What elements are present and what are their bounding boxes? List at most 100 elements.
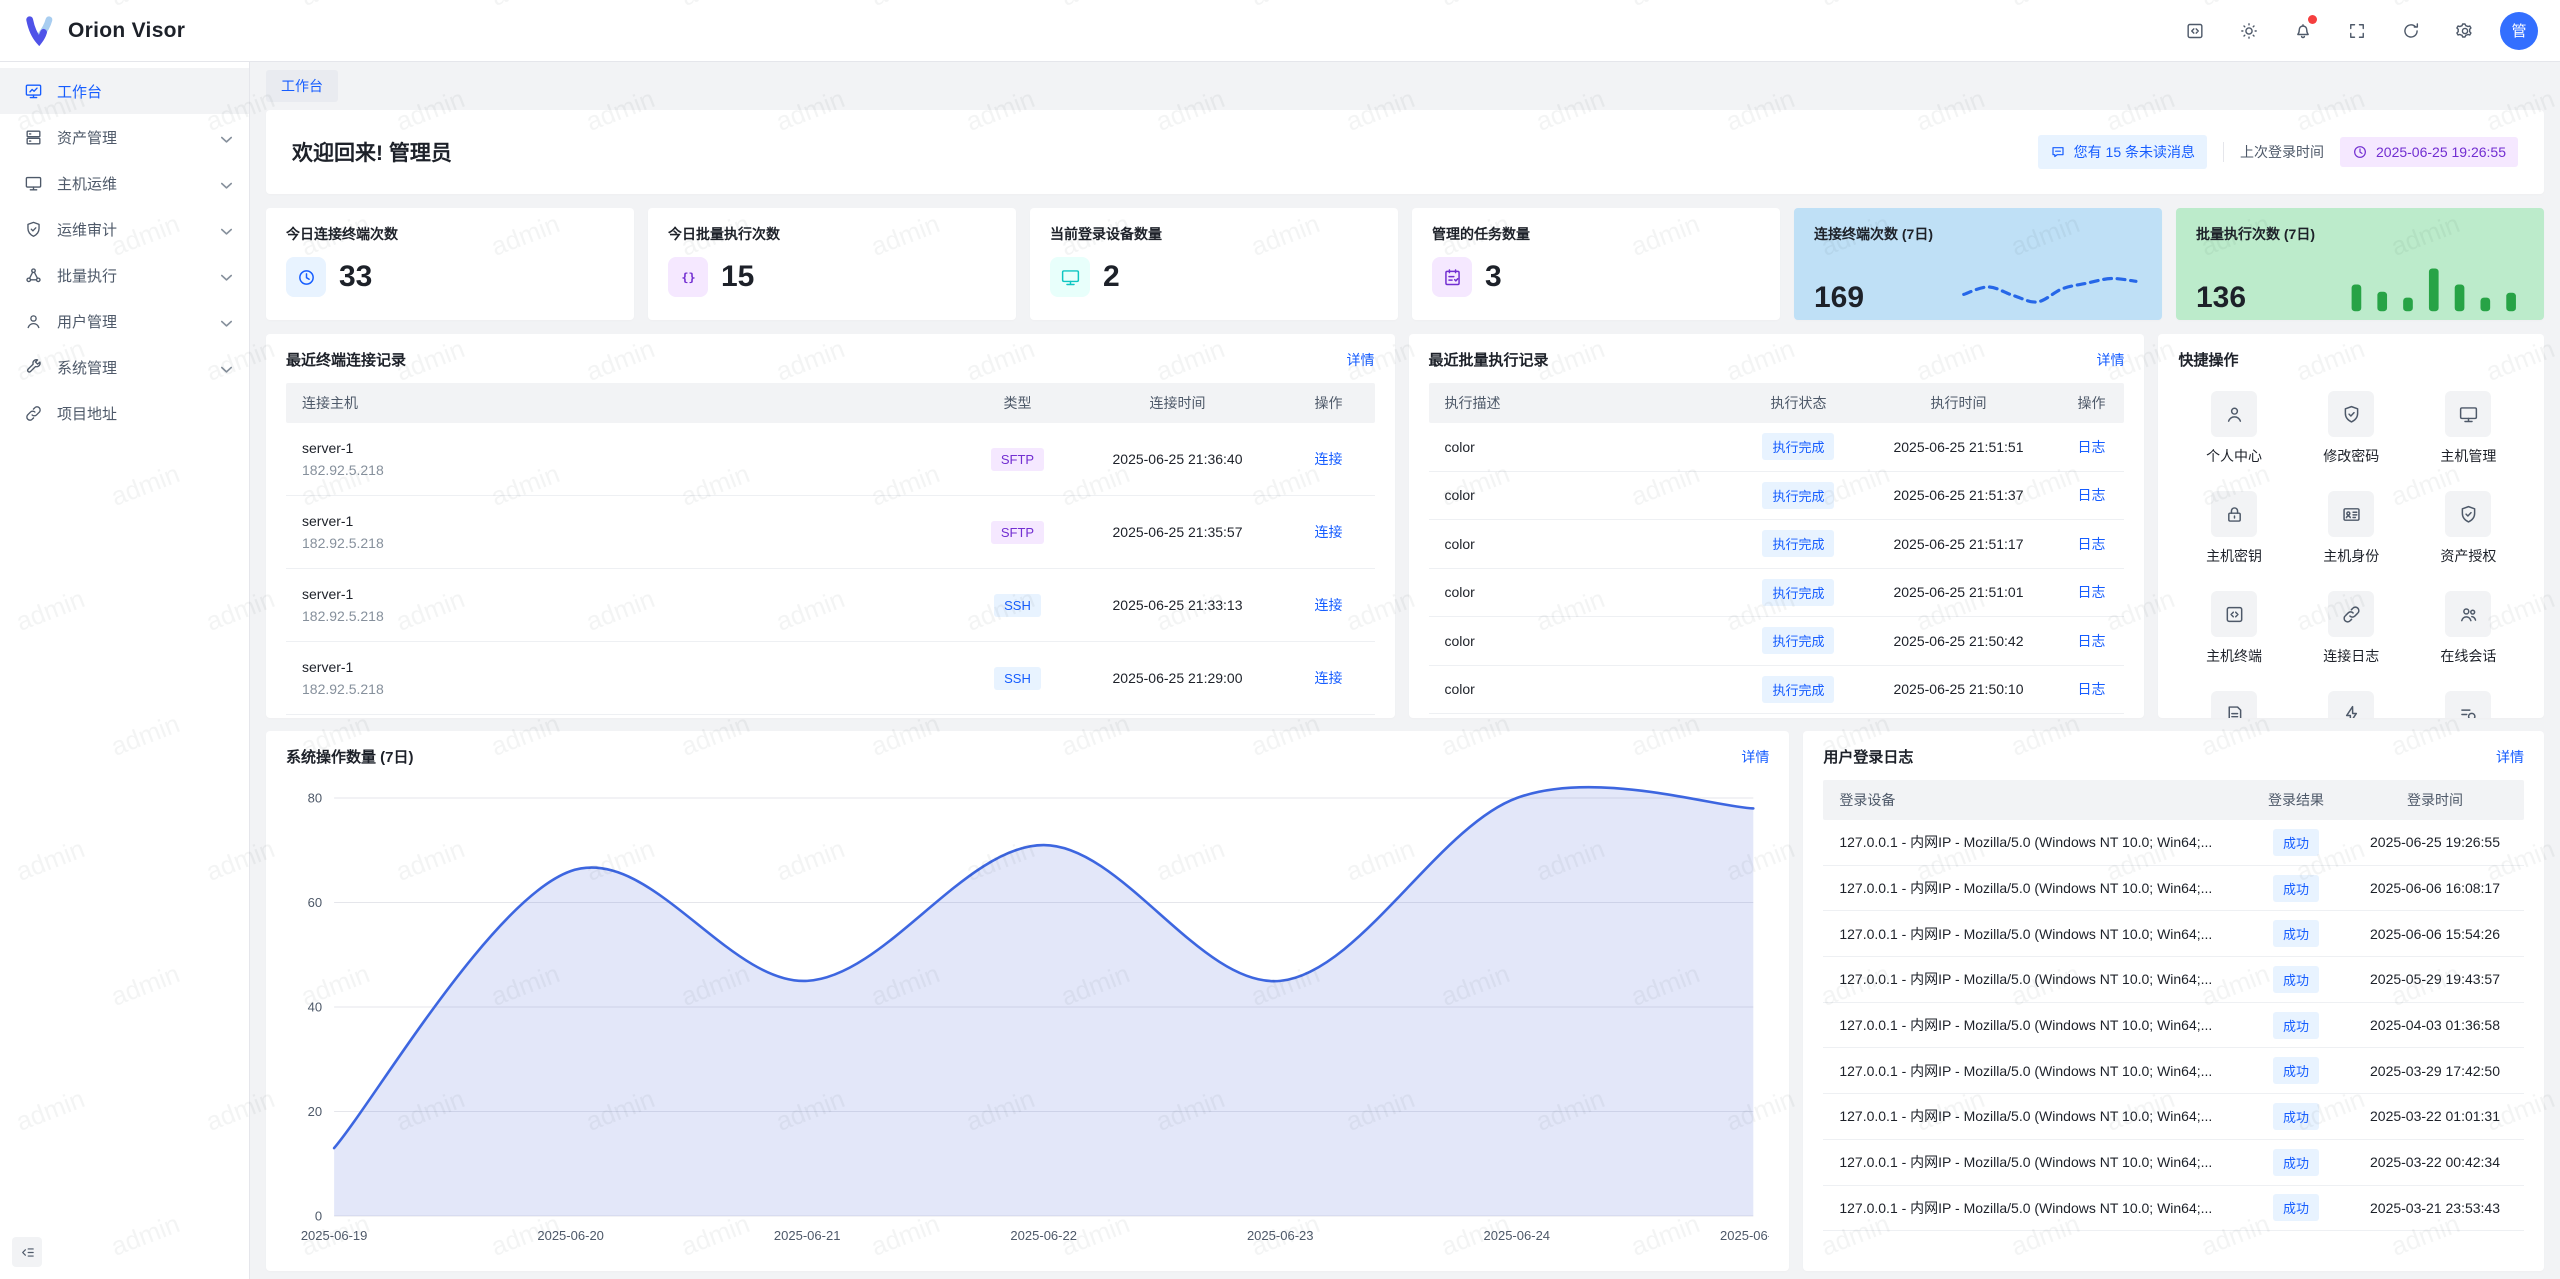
log-link[interactable]: 日志	[2077, 439, 2105, 455]
batch-records-detail-link[interactable]: 详情	[2096, 350, 2124, 370]
type-badge: SFTP	[991, 448, 1044, 471]
sidebar-item-资产管理[interactable]: 资产管理	[0, 114, 249, 160]
log-link[interactable]: 日志	[2077, 633, 2105, 649]
exec-status-badge: 执行完成	[1762, 433, 1834, 460]
sidebar-item-工作台[interactable]: 工作台	[0, 68, 249, 114]
system-operations-chart-panel: 系统操作数量 (7日) 详情 0204060802025-06-192025-0…	[266, 731, 1789, 1271]
batch-row: color执行完成2025-06-25 21:51:37日志	[1429, 472, 2125, 521]
connect-link[interactable]: 连接	[1315, 524, 1343, 540]
login-table-body: 127.0.0.1 - 内网IP - Mozilla/5.0 (Windows …	[1823, 820, 2524, 1231]
user-avatar[interactable]: 管	[2500, 12, 2538, 50]
log-link[interactable]: 日志	[2077, 681, 2105, 697]
host-name: server-1	[302, 586, 963, 602]
connect-link[interactable]: 连接	[1315, 670, 1343, 686]
message-icon	[2050, 144, 2066, 160]
quick-action-label: 资产授权	[2440, 546, 2496, 566]
stat-title: 今日批量执行次数	[668, 224, 996, 244]
chart-detail-link[interactable]: 详情	[1741, 747, 1769, 767]
exec-status-badge: 执行完成	[1762, 676, 1834, 703]
stat-value: 2	[1103, 260, 1120, 294]
collapse-sidebar-button[interactable]	[12, 1237, 42, 1267]
quick-action-主机身份[interactable]: 主机身份	[2296, 491, 2407, 566]
exec-time: 2025-06-25 21:50:42	[1858, 633, 2058, 649]
sidebar-item-项目地址[interactable]: 项目地址	[0, 390, 249, 436]
sidebar-item-label: 系统管理	[57, 357, 203, 378]
exec-desc: color	[1429, 536, 1739, 552]
exec-time: 2025-06-25 21:51:17	[1858, 536, 2058, 552]
notifications-icon[interactable]	[2284, 12, 2322, 50]
login-time: 2025-06-06 16:08:17	[2346, 880, 2524, 896]
main-content: 工作台 欢迎回来! 管理员 您有 15 条未读消息 上次登录时间 2025-06…	[250, 62, 2560, 1279]
svg-text:20: 20	[308, 1104, 322, 1119]
quick-action-主机密钥[interactable]: 主机密钥	[2178, 491, 2289, 566]
quick-action-在线会话[interactable]: 在线会话	[2413, 591, 2524, 666]
col-connect-time: 连接时间	[1073, 393, 1283, 413]
svg-text:2025-06-20: 2025-06-20	[537, 1228, 604, 1243]
svg-text:2025-06-19: 2025-06-19	[301, 1228, 368, 1243]
quick-action-label: 主机终端	[2206, 646, 2262, 666]
unread-messages-badge[interactable]: 您有 15 条未读消息	[2038, 135, 2207, 169]
host-ip: 182.92.5.218	[302, 535, 963, 551]
quick-action-文件操作日志[interactable]: 文件操作日志	[2178, 691, 2289, 718]
quick-actions-grid: 个人中心修改密码主机管理主机密钥主机身份资产授权主机终端 连接日志在线会话文件操作…	[2178, 383, 2524, 718]
shield-check-icon	[24, 220, 43, 239]
stat-value: 136	[2196, 281, 2246, 315]
batch-row: color执行完成2025-06-25 21:51:01日志	[1429, 569, 2125, 618]
settings-icon[interactable]	[2446, 12, 2484, 50]
stat-value: 15	[721, 260, 754, 294]
monitor-icon	[24, 174, 43, 193]
connect-time: 2025-06-25 21:35:57	[1073, 524, 1283, 540]
login-time: 2025-03-21 23:53:43	[2346, 1200, 2524, 1216]
stats-row: 今日连接终端次数33今日批量执行次数{}15当前登录设备数量2管理的任务数量3连…	[266, 208, 2544, 320]
refresh-icon[interactable]	[2392, 12, 2430, 50]
id-card-icon	[2328, 491, 2374, 537]
svg-text:2025-06-25: 2025-06-25	[1720, 1228, 1769, 1243]
sidebar-item-系统管理[interactable]: 系统管理	[0, 344, 249, 390]
stat-title: 连接终端次数 (7日)	[1814, 224, 2142, 244]
connect-link[interactable]: 连接	[1315, 451, 1343, 467]
sidebar-item-用户管理[interactable]: 用户管理	[0, 298, 249, 344]
terminal-records-detail-link[interactable]: 详情	[1347, 350, 1375, 370]
batch-row: color执行完成2025-06-25 21:50:10日志	[1429, 666, 2125, 715]
quick-action-主机终端[interactable]: 主机终端	[2178, 591, 2289, 666]
fullscreen-icon[interactable]	[2338, 12, 2376, 50]
sidebar-item-批量执行[interactable]: 批量执行	[0, 252, 249, 298]
login-logs-title: 用户登录日志	[1823, 746, 1913, 767]
exec-time: 2025-06-25 21:51:01	[1858, 584, 2058, 600]
clock-icon	[2352, 144, 2368, 160]
quick-action-连接日志[interactable]: 连接日志	[2296, 591, 2407, 666]
log-link[interactable]: 日志	[2077, 536, 2105, 552]
connect-link[interactable]: 连接	[1315, 597, 1343, 613]
log-link[interactable]: 日志	[2077, 487, 2105, 503]
log-link[interactable]: 日志	[2077, 584, 2105, 600]
quick-action-修改密码[interactable]: 修改密码	[2296, 391, 2407, 466]
last-login-time-badge: 2025-06-25 19:26:55	[2340, 137, 2518, 167]
login-result-badge: 成功	[2273, 829, 2319, 856]
stat-card-连接终端次数 (7日): 连接终端次数 (7日)169	[1794, 208, 2162, 320]
code-window-icon[interactable]	[2176, 12, 2214, 50]
host-ip: 182.92.5.218	[302, 462, 963, 478]
terminal-row: server-1182.92.5.218SFTP2025-06-25 21:35…	[286, 496, 1375, 569]
login-time: 2025-06-25 19:26:55	[2346, 834, 2524, 850]
quick-action-主机管理[interactable]: 主机管理	[2413, 391, 2524, 466]
breadcrumb-workbench[interactable]: 工作台	[266, 70, 338, 102]
login-logs-detail-link[interactable]: 详情	[2496, 747, 2524, 767]
quick-action-执行日志[interactable]: 执行日志	[2413, 691, 2524, 718]
login-result-badge: 成功	[2273, 920, 2319, 947]
orion-visor-logo-icon	[22, 15, 58, 46]
topbar: Orion Visor 管	[0, 0, 2560, 62]
quick-action-个人中心[interactable]: 个人中心	[2178, 391, 2289, 466]
sidebar-item-运维审计[interactable]: 运维审计	[0, 206, 249, 252]
quick-action-资产授权[interactable]: 资产授权	[2413, 491, 2524, 566]
sidebar-item-主机运维[interactable]: 主机运维	[0, 160, 249, 206]
host-ip: 182.92.5.218	[302, 608, 963, 624]
svg-text:80: 80	[308, 791, 322, 806]
exec-desc: color	[1429, 584, 1739, 600]
quick-action-命令执行[interactable]: 命令执行	[2296, 691, 2407, 718]
login-time: 2025-03-29 17:42:50	[2346, 1063, 2524, 1079]
theme-icon[interactable]	[2230, 12, 2268, 50]
user-icon	[2211, 391, 2257, 437]
stat-title: 批量执行次数 (7日)	[2196, 224, 2524, 244]
svg-text:{}: {}	[681, 270, 695, 284]
chart-title: 系统操作数量 (7日)	[286, 746, 414, 767]
